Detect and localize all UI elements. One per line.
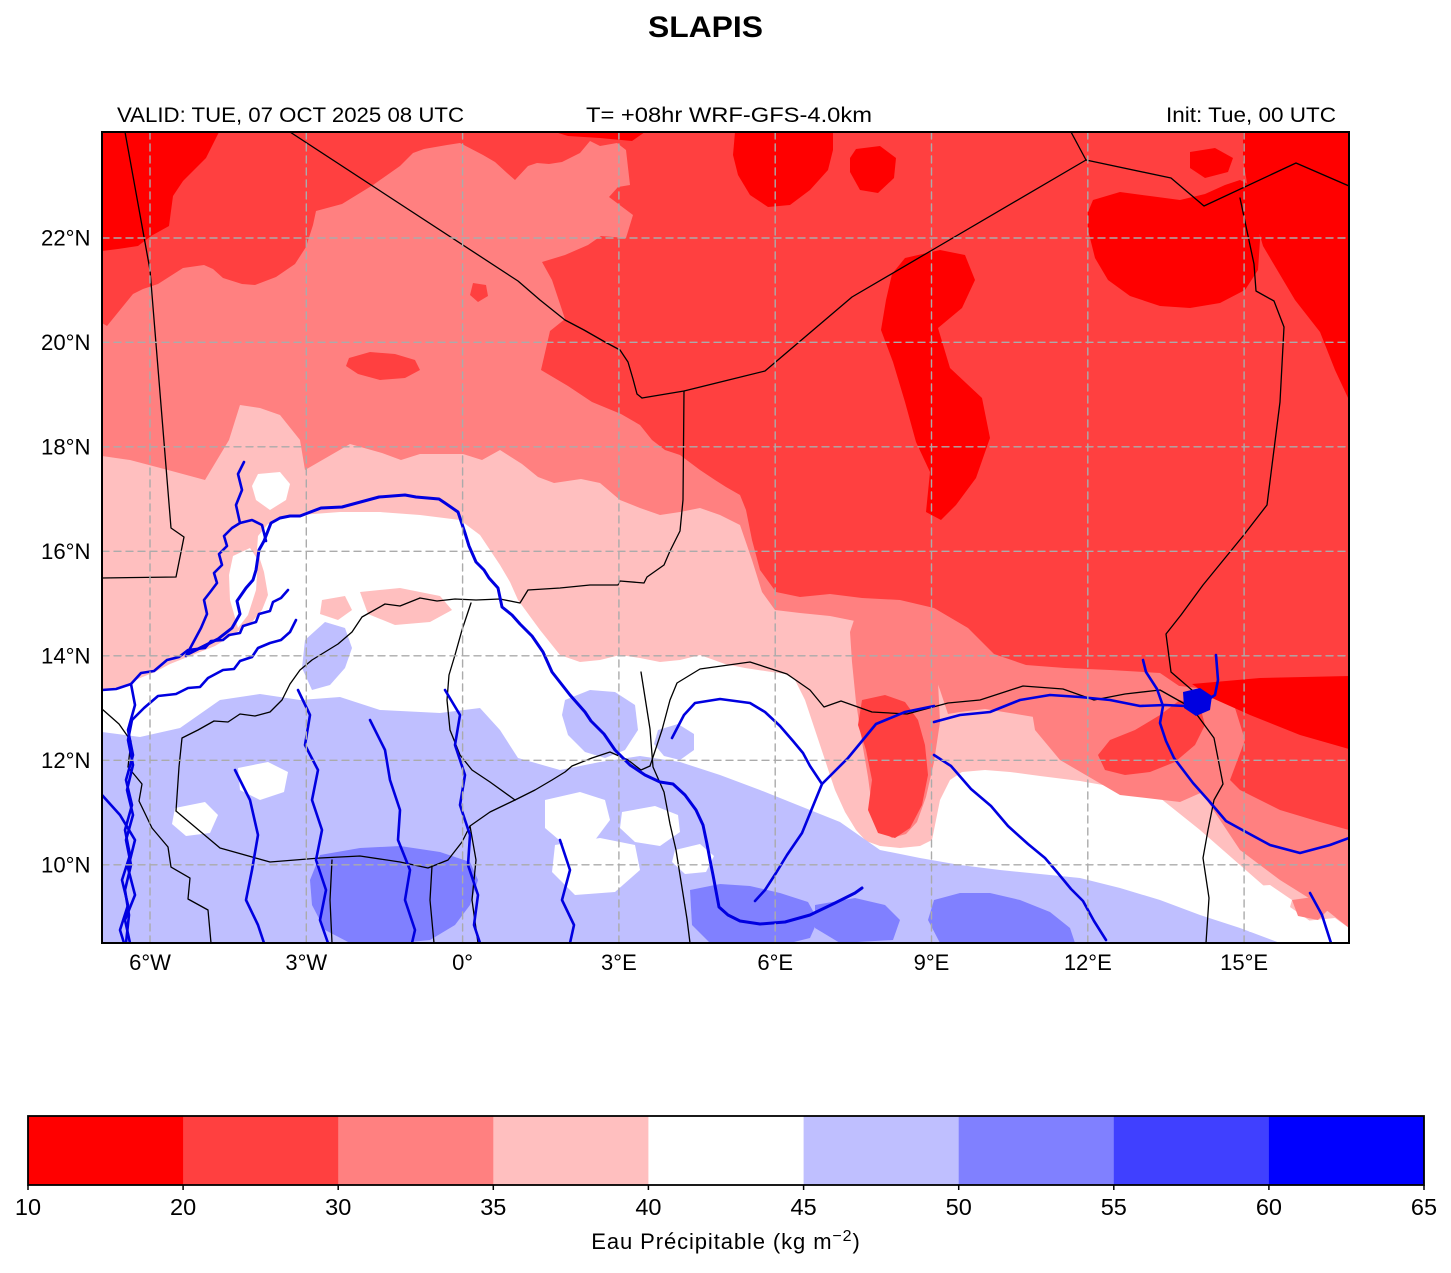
svg-text:9°E: 9°E <box>914 950 950 975</box>
svg-text:18°N: 18°N <box>41 434 91 459</box>
svg-text:T= +08hr WRF-GFS-4.0km: T= +08hr WRF-GFS-4.0km <box>586 104 872 127</box>
svg-text:12°N: 12°N <box>41 748 91 773</box>
svg-text:65: 65 <box>1411 1194 1437 1220</box>
svg-text:35: 35 <box>480 1194 506 1220</box>
svg-text:3°E: 3°E <box>601 950 637 975</box>
svg-text:SLAPIS: SLAPIS <box>648 11 763 44</box>
svg-text:50: 50 <box>946 1194 972 1220</box>
svg-text:Init: Tue, 00 UTC: Init: Tue, 00 UTC <box>1166 104 1336 127</box>
svg-text:14°N: 14°N <box>41 643 91 668</box>
svg-text:30: 30 <box>325 1194 351 1220</box>
svg-text:60: 60 <box>1256 1194 1282 1220</box>
svg-text:22°N: 22°N <box>41 226 91 251</box>
svg-text:20°N: 20°N <box>41 330 91 355</box>
svg-text:12°E: 12°E <box>1064 950 1112 975</box>
svg-text:Eau Précipitable (kg m−2): Eau Précipitable (kg m−2) <box>591 1228 860 1254</box>
svg-text:6°W: 6°W <box>129 950 171 975</box>
svg-text:6°E: 6°E <box>757 950 793 975</box>
svg-text:45: 45 <box>791 1194 817 1220</box>
svg-text:16°N: 16°N <box>41 539 91 564</box>
svg-text:15°E: 15°E <box>1220 950 1268 975</box>
svg-text:10: 10 <box>15 1194 41 1220</box>
svg-text:20: 20 <box>170 1194 196 1220</box>
svg-text:10°N: 10°N <box>41 852 91 877</box>
svg-text:VALID: TUE, 07 OCT 2025 08 UTC: VALID: TUE, 07 OCT 2025 08 UTC <box>117 104 464 127</box>
svg-text:3°W: 3°W <box>285 950 327 975</box>
svg-text:0°: 0° <box>452 950 473 975</box>
svg-text:55: 55 <box>1101 1194 1127 1220</box>
svg-text:40: 40 <box>635 1194 661 1220</box>
